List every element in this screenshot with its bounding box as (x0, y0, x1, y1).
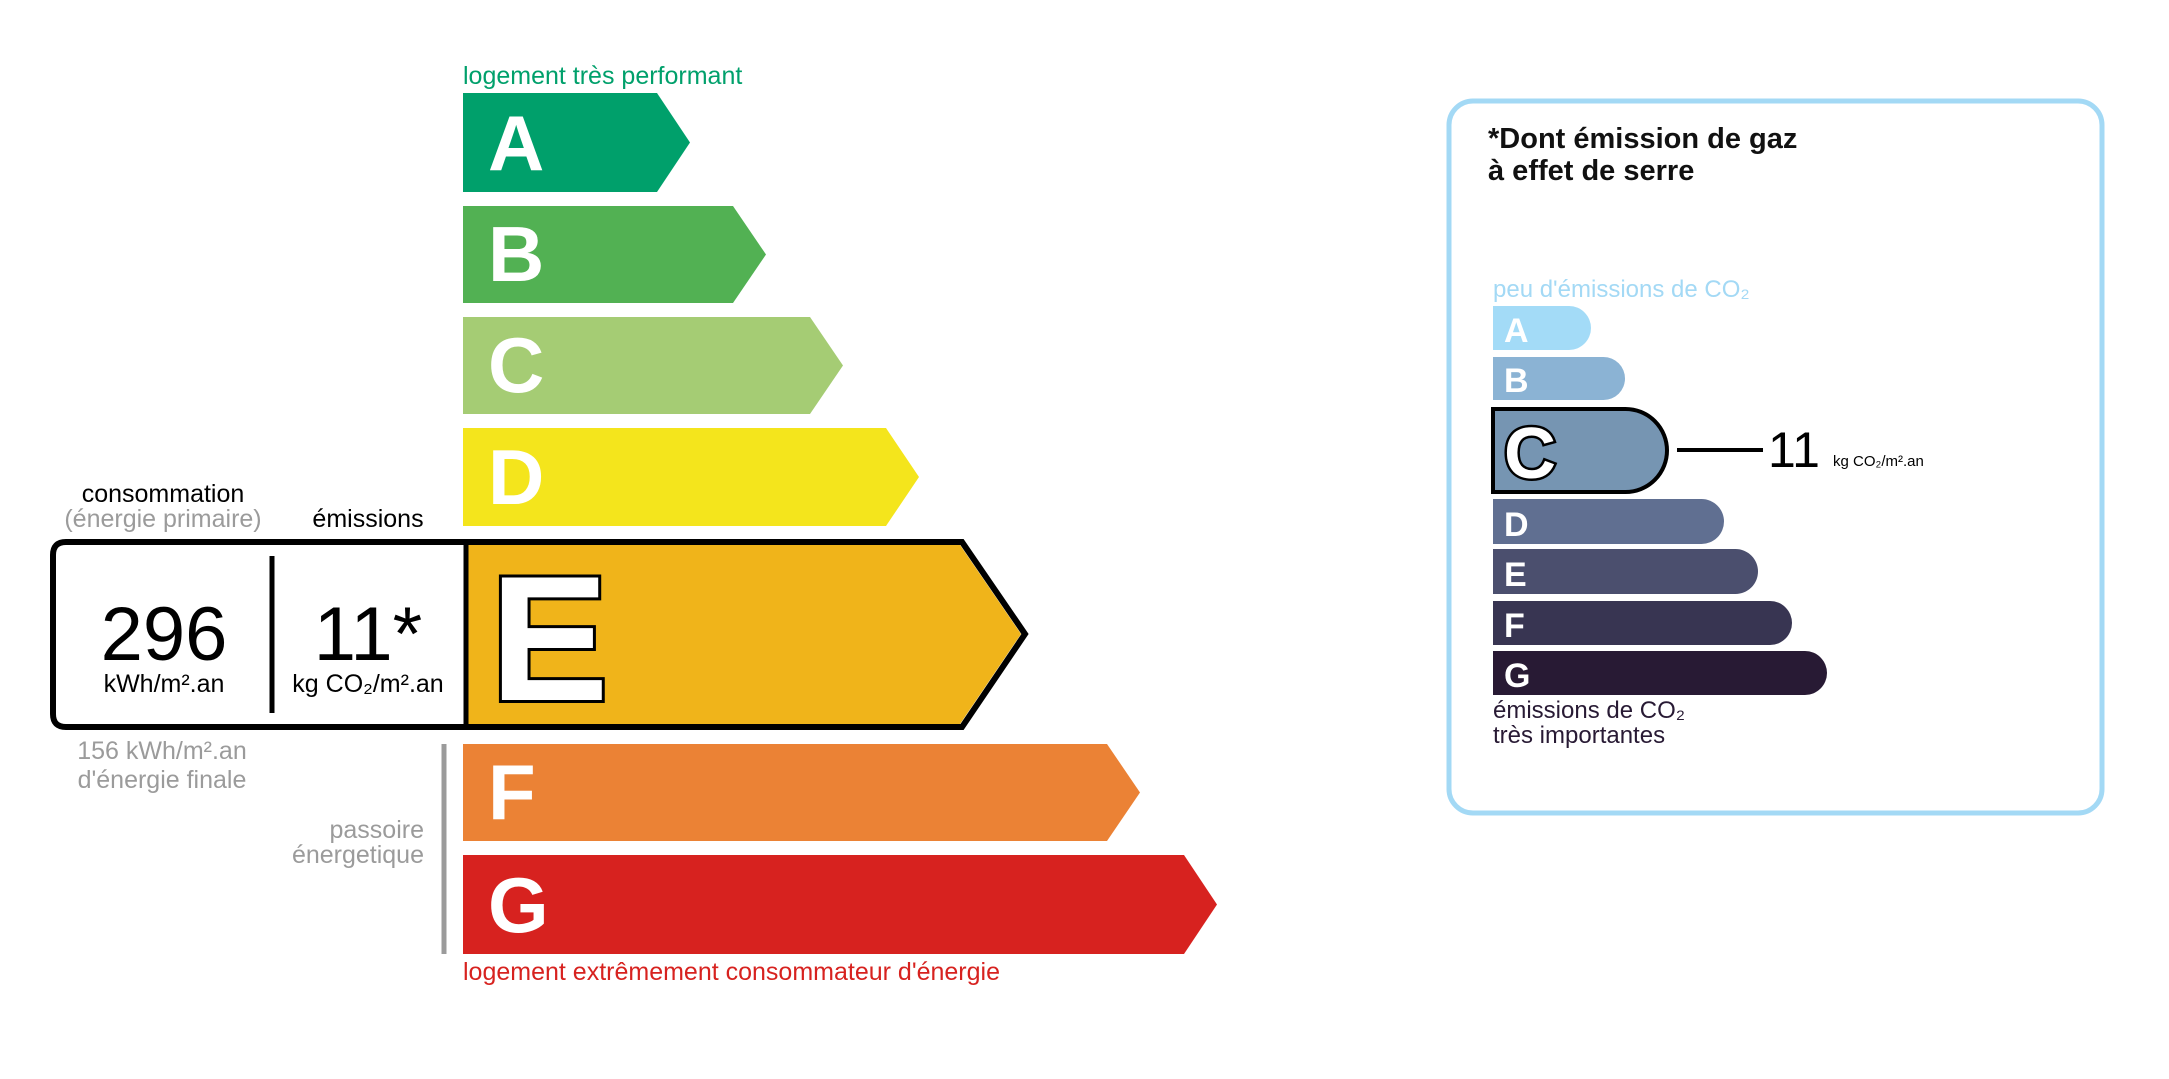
ghg-title-1: *Dont émission de gaz (1488, 123, 1797, 155)
energy-bar (463, 93, 690, 192)
ghg-bar (1493, 357, 1625, 400)
selected-class-bar (466, 545, 1021, 724)
ghg-class-b: B (1493, 357, 1625, 400)
ghg-class-g: G (1493, 651, 1827, 695)
energy-top-label: logement très performant (463, 62, 742, 90)
energy-bar (463, 855, 1217, 954)
ghg-bar (1493, 549, 1759, 594)
passoire-label-2: énergetique (292, 841, 424, 869)
ghg-class-letter: D (1504, 506, 1529, 544)
ghg-class-e: E (1493, 549, 1759, 594)
ghg-bottom-label-2: très importantes (1493, 722, 1665, 749)
energy-bar (463, 317, 843, 414)
energy-class-letter: D (488, 433, 544, 521)
energy-bar (463, 206, 766, 303)
energy-class-letter: B (488, 210, 544, 298)
ghg-class-letter: E (1504, 556, 1527, 594)
final-energy-value: 156 kWh/m².an (77, 737, 247, 765)
passoire-label-1: passoire (330, 816, 425, 844)
ghg-class-letter: C (1504, 414, 1556, 494)
energy-class-letter: F (488, 748, 536, 836)
energy-class-b: B (463, 206, 766, 303)
ghg-bottom-label-1: émissions de CO₂ (1493, 697, 1685, 724)
ghg-class-a: A (1493, 306, 1591, 350)
ghg-unit: kg CO₂/m².an (1833, 453, 1924, 470)
consumption-value: 296 (101, 592, 228, 677)
consumption-unit: kWh/m².an (104, 670, 225, 698)
ghg-bar (1493, 306, 1591, 350)
ghg-title-2: à effet de serre (1488, 155, 1694, 187)
emissions-value: 11* (314, 592, 422, 677)
energy-class-c: C (463, 317, 843, 414)
selected-class-letter: E (490, 539, 609, 738)
ghg-class-c: C (1491, 407, 1669, 497)
ghg-class-letter: B (1504, 362, 1529, 400)
energy-class-letter: C (488, 321, 544, 409)
energy-bottom-label: logement extrêmement consommateur d'éner… (463, 958, 1000, 986)
ghg-class-f: F (1493, 601, 1792, 645)
energy-class-letter: G (488, 861, 549, 949)
energy-class-f: F (463, 744, 1140, 841)
final-energy-label: d'énergie finale (78, 766, 247, 794)
ghg-class-letter: G (1504, 657, 1530, 695)
ghg-class-letter: F (1504, 607, 1525, 645)
emissions-unit: kg CO₂/m².an (292, 670, 443, 698)
ghg-class-letter: A (1504, 312, 1529, 350)
ghg-class-d: D (1493, 499, 1724, 544)
consumption-subtitle: (énergie primaire) (64, 505, 261, 533)
ghg-top-label: peu d'émissions de CO₂ (1493, 276, 1750, 303)
ghg-bar (1491, 407, 1669, 494)
ghg-bar (1493, 499, 1724, 544)
ghg-bar (1493, 601, 1792, 645)
energy-class-d: D (463, 428, 919, 526)
energy-class-g: G (463, 855, 1217, 954)
consumption-title: consommation (82, 480, 245, 508)
emissions-title: émissions (312, 505, 423, 533)
energy-class-a: A (463, 93, 690, 192)
energy-class-letter: A (488, 99, 544, 187)
energy-bar (463, 428, 919, 526)
energy-bar (463, 744, 1140, 841)
ghg-bar (1493, 651, 1827, 695)
ghg-value: 11 (1768, 422, 1820, 478)
